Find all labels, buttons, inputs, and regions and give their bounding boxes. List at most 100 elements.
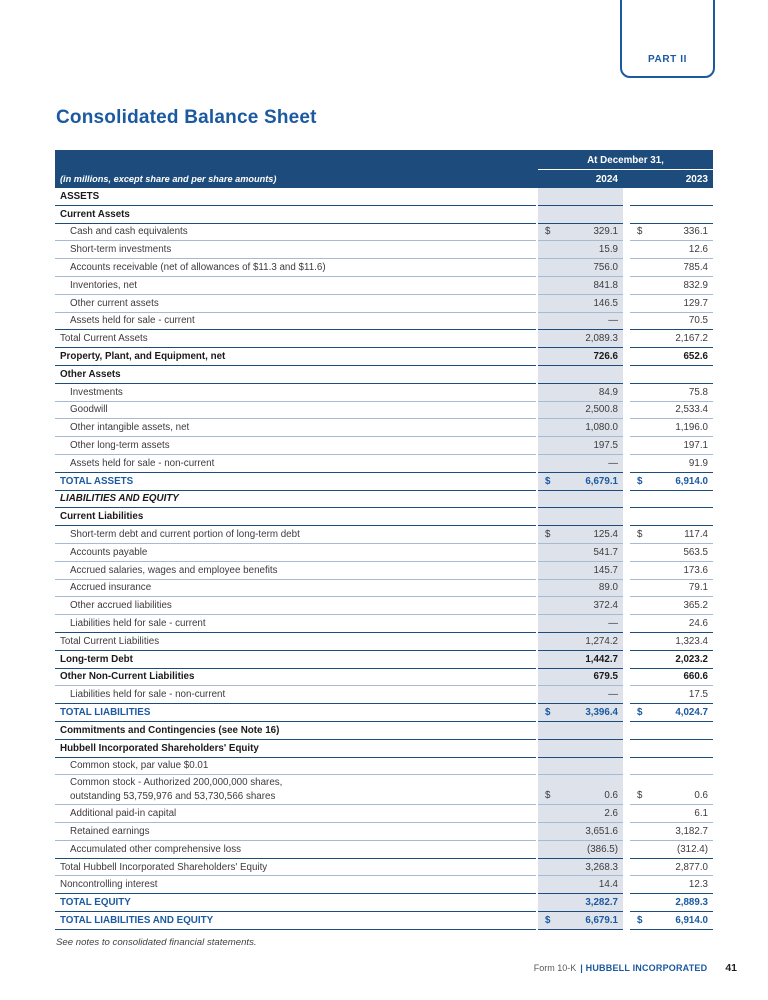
cell-v24: 197.5 [538,437,623,455]
table-row: Property, Plant, and Equipment, net 726.6… [55,348,713,366]
footer-form-label: Form 10-K [533,963,577,973]
page-footer: Form 10-K | HUBBELL INCORPORATED 41 [534,962,737,974]
date-header: At December 31, [538,155,713,170]
row-label: Property, Plant, and Equipment, net [55,348,536,366]
row-label: Common stock - Authorized 200,000,000 sh… [55,775,536,806]
row-label: Other Assets [55,366,536,384]
row-label: Other current assets [55,295,536,313]
cell-v23: 129.7 [630,295,713,313]
table-row: TOTAL EQUITY 3,282.7 2,889.3 [55,894,713,913]
cell-v23 [630,206,713,224]
part-label-box: PART II [620,0,715,78]
cell-v24: 3,651.6 [538,823,623,841]
page-title: Consolidated Balance Sheet [56,107,317,128]
table-row: Short-term debt and current portion of l… [55,526,713,544]
cell-v24 [538,508,623,527]
cell-v24 [538,757,623,776]
cell-v24: 15.9 [538,241,623,260]
table-row: Other long-term assets 197.5 197.1 [55,437,713,455]
cell-v23: 12.6 [630,241,713,260]
table-row: Other current assets 146.5 129.7 [55,294,713,313]
cell-v23: 652.6 [630,348,713,366]
row-label: Long-term Debt [55,651,536,669]
cell-v23 [630,740,713,758]
cell-v23: 660.6 [630,669,713,687]
cell-v23: 17.5 [630,686,713,705]
table-row: Common stock, par value $0.01 [55,757,713,776]
row-label: Current Liabilities [55,508,536,527]
row-label: Common stock, par value $0.01 [55,758,536,776]
cell-v23: $0.6 [630,775,713,806]
cell-v23: 785.4 [630,259,713,277]
row-label: ASSETS [55,188,536,206]
cell-v24: 541.7 [538,543,623,562]
row-label: Other Non-Current Liabilities [55,669,536,687]
row-label: Accumulated other comprehensive loss [55,841,536,859]
row-label: Liabilities held for sale - current [55,615,536,633]
cell-v23: 832.9 [630,277,713,295]
column-header-2023: 2023 [685,173,708,185]
cell-v24: 2,089.3 [538,330,623,349]
cell-v23: 2,877.0 [630,859,713,877]
table-row: Accumulated other comprehensive loss (386… [55,840,713,859]
cell-v24: 679.5 [538,668,623,687]
table-header-columns-row: (in millions, except share and per share… [55,170,713,188]
table-row: Investments 84.9 75.8 [55,383,713,402]
cell-v23: 3,182.7 [630,823,713,841]
table-row: Accrued salaries, wages and employee ben… [55,561,713,580]
cell-v23: 79.1 [630,580,713,598]
cell-v24: $125.4 [538,526,623,544]
row-label: Inventories, net [55,277,536,295]
row-label: Liabilities held for sale - non-current [55,686,536,705]
cell-v23: 2,023.2 [630,651,713,669]
cell-v23: 365.2 [630,597,713,616]
cell-v23: $336.1 [630,224,713,242]
cell-v23: 2,533.4 [630,402,713,420]
row-label: Additional paid-in capital [55,805,536,824]
cell-v23 [630,491,713,509]
cell-v23: $117.4 [630,526,713,544]
cell-v23 [630,758,713,776]
cell-v24: 2.6 [538,805,623,824]
cell-v23: 563.5 [630,544,713,562]
table-row: ASSETS [55,188,713,206]
cell-v24 [538,205,623,224]
cell-v23: $6,914.0 [630,473,713,491]
table-row: Noncontrolling interest 14.4 12.3 [55,876,713,895]
cell-v24: 3,268.3 [538,858,623,877]
cell-v24: — [538,686,623,705]
row-label: Commitments and Contingencies (see Note … [55,722,536,740]
row-label: Investments [55,384,536,402]
cell-v24: $329.1 [538,223,623,242]
cell-v24: 1,080.0 [538,419,623,438]
cell-v24: $0.6 [538,775,623,806]
cell-v24: 3,282.7 [538,894,623,913]
table-row: Retained earnings 3,651.6 3,182.7 [55,823,713,841]
table-row: Current Assets [55,205,713,224]
table-row: Inventories, net 841.8 832.9 [55,276,713,295]
row-label: LIABILITIES AND EQUITY [55,491,536,509]
table-caption: (in millions, except share and per share… [60,174,277,184]
footnote: See notes to consolidated financial stat… [56,937,257,948]
cell-v24: (386.5) [538,840,623,859]
cell-v24: 726.6 [538,348,623,366]
row-label: Current Assets [55,206,536,224]
footer-page-number: 41 [725,962,737,974]
table-row: Additional paid-in capital 2.6 6.1 [55,805,713,824]
balance-sheet-table: At December 31, (in millions, except sha… [55,150,713,930]
table-row: Long-term Debt 1,442.7 2,023.2 [55,650,713,669]
cell-v23: 173.6 [630,562,713,580]
cell-v24 [538,739,623,758]
row-label: Accounts receivable (net of allowances o… [55,259,536,277]
cell-v24: 2,500.8 [538,401,623,420]
column-header-2024: 2024 [595,173,618,185]
cell-v24: 146.5 [538,294,623,313]
cell-v24 [538,490,623,509]
row-label: Accounts payable [55,544,536,562]
table-row: Total Current Assets 2,089.3 2,167.2 [55,330,713,349]
cell-v24: 756.0 [538,259,623,277]
table-row: Hubbell Incorporated Shareholders' Equit… [55,739,713,758]
row-label: TOTAL LIABILITIES AND EQUITY [55,912,536,930]
table-row: Other Non-Current Liabilities 679.5 660.6 [55,668,713,687]
row-label: TOTAL LIABILITIES [55,704,536,722]
